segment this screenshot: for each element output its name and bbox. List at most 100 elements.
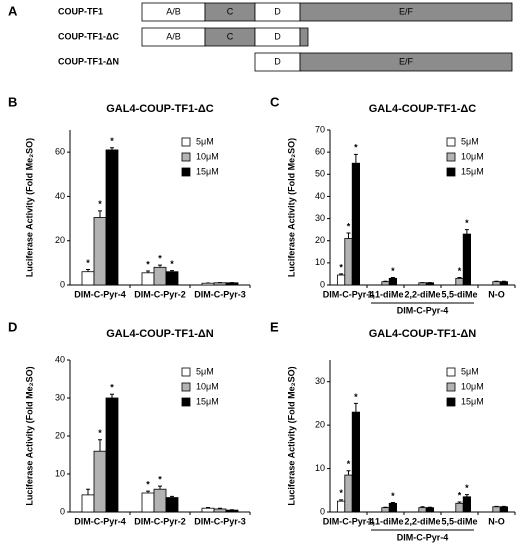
legend-swatch bbox=[446, 152, 456, 162]
significance-star: * bbox=[170, 259, 174, 269]
error-bar bbox=[170, 495, 174, 498]
legend-label: 15μM bbox=[461, 166, 484, 176]
x-tick-label: 1,1-diMe bbox=[367, 516, 403, 526]
error-bar bbox=[353, 153, 358, 164]
y-tick-label: 0 bbox=[60, 506, 65, 516]
error-bar bbox=[98, 210, 102, 218]
legend-swatch bbox=[181, 397, 191, 407]
x-tick-label: DIM-C-Pyr-2 bbox=[134, 289, 186, 299]
chart-title: GAL4-COUP-TF1-ΔN bbox=[369, 328, 477, 340]
significance-star: * bbox=[339, 262, 343, 272]
y-tick-label: 60 bbox=[55, 147, 65, 157]
y-tick-label: 30 bbox=[315, 376, 325, 386]
error-bar bbox=[146, 490, 150, 493]
bar bbox=[225, 509, 239, 513]
y-tick-label: 0 bbox=[320, 506, 325, 516]
x-tick-label: 5,5-diMe bbox=[441, 289, 477, 299]
bar bbox=[336, 500, 346, 513]
significance-star: * bbox=[354, 392, 358, 402]
chart-title: GAL4-COUP-TF1-ΔC bbox=[369, 103, 477, 115]
bar bbox=[499, 281, 509, 286]
significance-star: * bbox=[465, 218, 469, 228]
legend-label: 15μM bbox=[461, 396, 484, 406]
error-bar bbox=[86, 488, 90, 495]
x-tick-label: DIM-C-Pyr-4 bbox=[323, 516, 375, 526]
legend-swatch bbox=[181, 382, 191, 392]
panel-letter: E bbox=[270, 319, 279, 334]
error-bar bbox=[206, 506, 210, 509]
bar bbox=[351, 162, 361, 286]
significance-star: * bbox=[354, 143, 358, 153]
significance-star: * bbox=[347, 459, 351, 469]
domain-label: D bbox=[274, 31, 281, 41]
legend-swatch bbox=[446, 367, 456, 377]
domain-label: A/B bbox=[166, 31, 181, 41]
error-bar bbox=[158, 485, 162, 490]
significance-star: * bbox=[98, 199, 102, 209]
error-bar bbox=[346, 232, 351, 239]
x-tick-label: DIM-C-Pyr-3 bbox=[194, 289, 246, 299]
significance-star: * bbox=[146, 479, 150, 489]
x-tick-label: N-O bbox=[488, 289, 505, 299]
significance-star: * bbox=[146, 259, 150, 269]
x-tick-label: 2,2-diMe bbox=[404, 516, 440, 526]
error-bar bbox=[170, 270, 174, 272]
y-tick-label: 30 bbox=[315, 213, 325, 223]
y-tick-label: 50 bbox=[315, 169, 325, 179]
significance-star: * bbox=[391, 491, 395, 501]
significance-star: * bbox=[110, 136, 114, 146]
bar bbox=[388, 277, 398, 286]
legend-label: 5μM bbox=[461, 366, 479, 376]
y-tick-label: 20 bbox=[55, 430, 65, 440]
bar bbox=[492, 506, 501, 513]
error-bar bbox=[339, 499, 344, 502]
bar bbox=[418, 282, 427, 286]
bar bbox=[153, 488, 167, 513]
error-bar bbox=[158, 264, 162, 268]
bar bbox=[141, 492, 155, 513]
legend-label: 10μM bbox=[461, 151, 484, 161]
y-tick-label: 0 bbox=[60, 279, 65, 289]
y-axis-label: Luciferase Activity (Fold Me₂SO) bbox=[24, 366, 34, 505]
y-tick-label: 0 bbox=[320, 279, 325, 289]
legend-swatch bbox=[446, 137, 456, 147]
legend-label: 15μM bbox=[196, 166, 219, 176]
x-tick-label: DIM-C-Pyr-3 bbox=[194, 516, 246, 526]
bar bbox=[455, 277, 464, 286]
legend-label: 10μM bbox=[461, 381, 484, 391]
significance-star: * bbox=[158, 253, 162, 263]
chart-title: GAL4-COUP-TF1-ΔC bbox=[106, 103, 214, 115]
error-bar bbox=[420, 506, 425, 508]
bar bbox=[425, 507, 435, 513]
bar bbox=[81, 271, 95, 286]
bar bbox=[462, 496, 472, 513]
legend-swatch bbox=[446, 382, 456, 392]
bar bbox=[344, 474, 353, 513]
domain-box bbox=[299, 52, 513, 72]
significance-star: * bbox=[465, 483, 469, 493]
y-axis-label: Luciferase Activity (Fold Me₂SO) bbox=[24, 138, 34, 277]
bar bbox=[351, 411, 361, 513]
x-tick-label: 2,2-diMe bbox=[404, 289, 440, 299]
significance-star: * bbox=[458, 266, 462, 276]
y-tick-label: 60 bbox=[315, 147, 325, 157]
y-tick-label: 40 bbox=[55, 191, 65, 201]
panel-letter: C bbox=[270, 94, 280, 109]
panel-letter: B bbox=[8, 94, 17, 109]
y-axis-label: Luciferase Activity (Fold Me₂SO) bbox=[286, 366, 296, 505]
x-tick-label: 1,1-diMe bbox=[367, 289, 403, 299]
error-bar bbox=[457, 276, 462, 279]
bar bbox=[201, 507, 215, 513]
construct-label: COUP-TF1-ΔC bbox=[58, 31, 119, 41]
error-bar bbox=[390, 276, 395, 279]
legend-label: 10μM bbox=[196, 151, 219, 161]
y-tick-label: 10 bbox=[315, 257, 325, 267]
bar bbox=[455, 502, 464, 513]
domain-label: D bbox=[274, 6, 281, 16]
bar bbox=[381, 281, 390, 286]
legend-swatch bbox=[181, 137, 191, 147]
y-tick-label: 10 bbox=[55, 468, 65, 478]
x-tick-label: DIM-C-Pyr-2 bbox=[134, 516, 186, 526]
bar bbox=[165, 271, 179, 286]
